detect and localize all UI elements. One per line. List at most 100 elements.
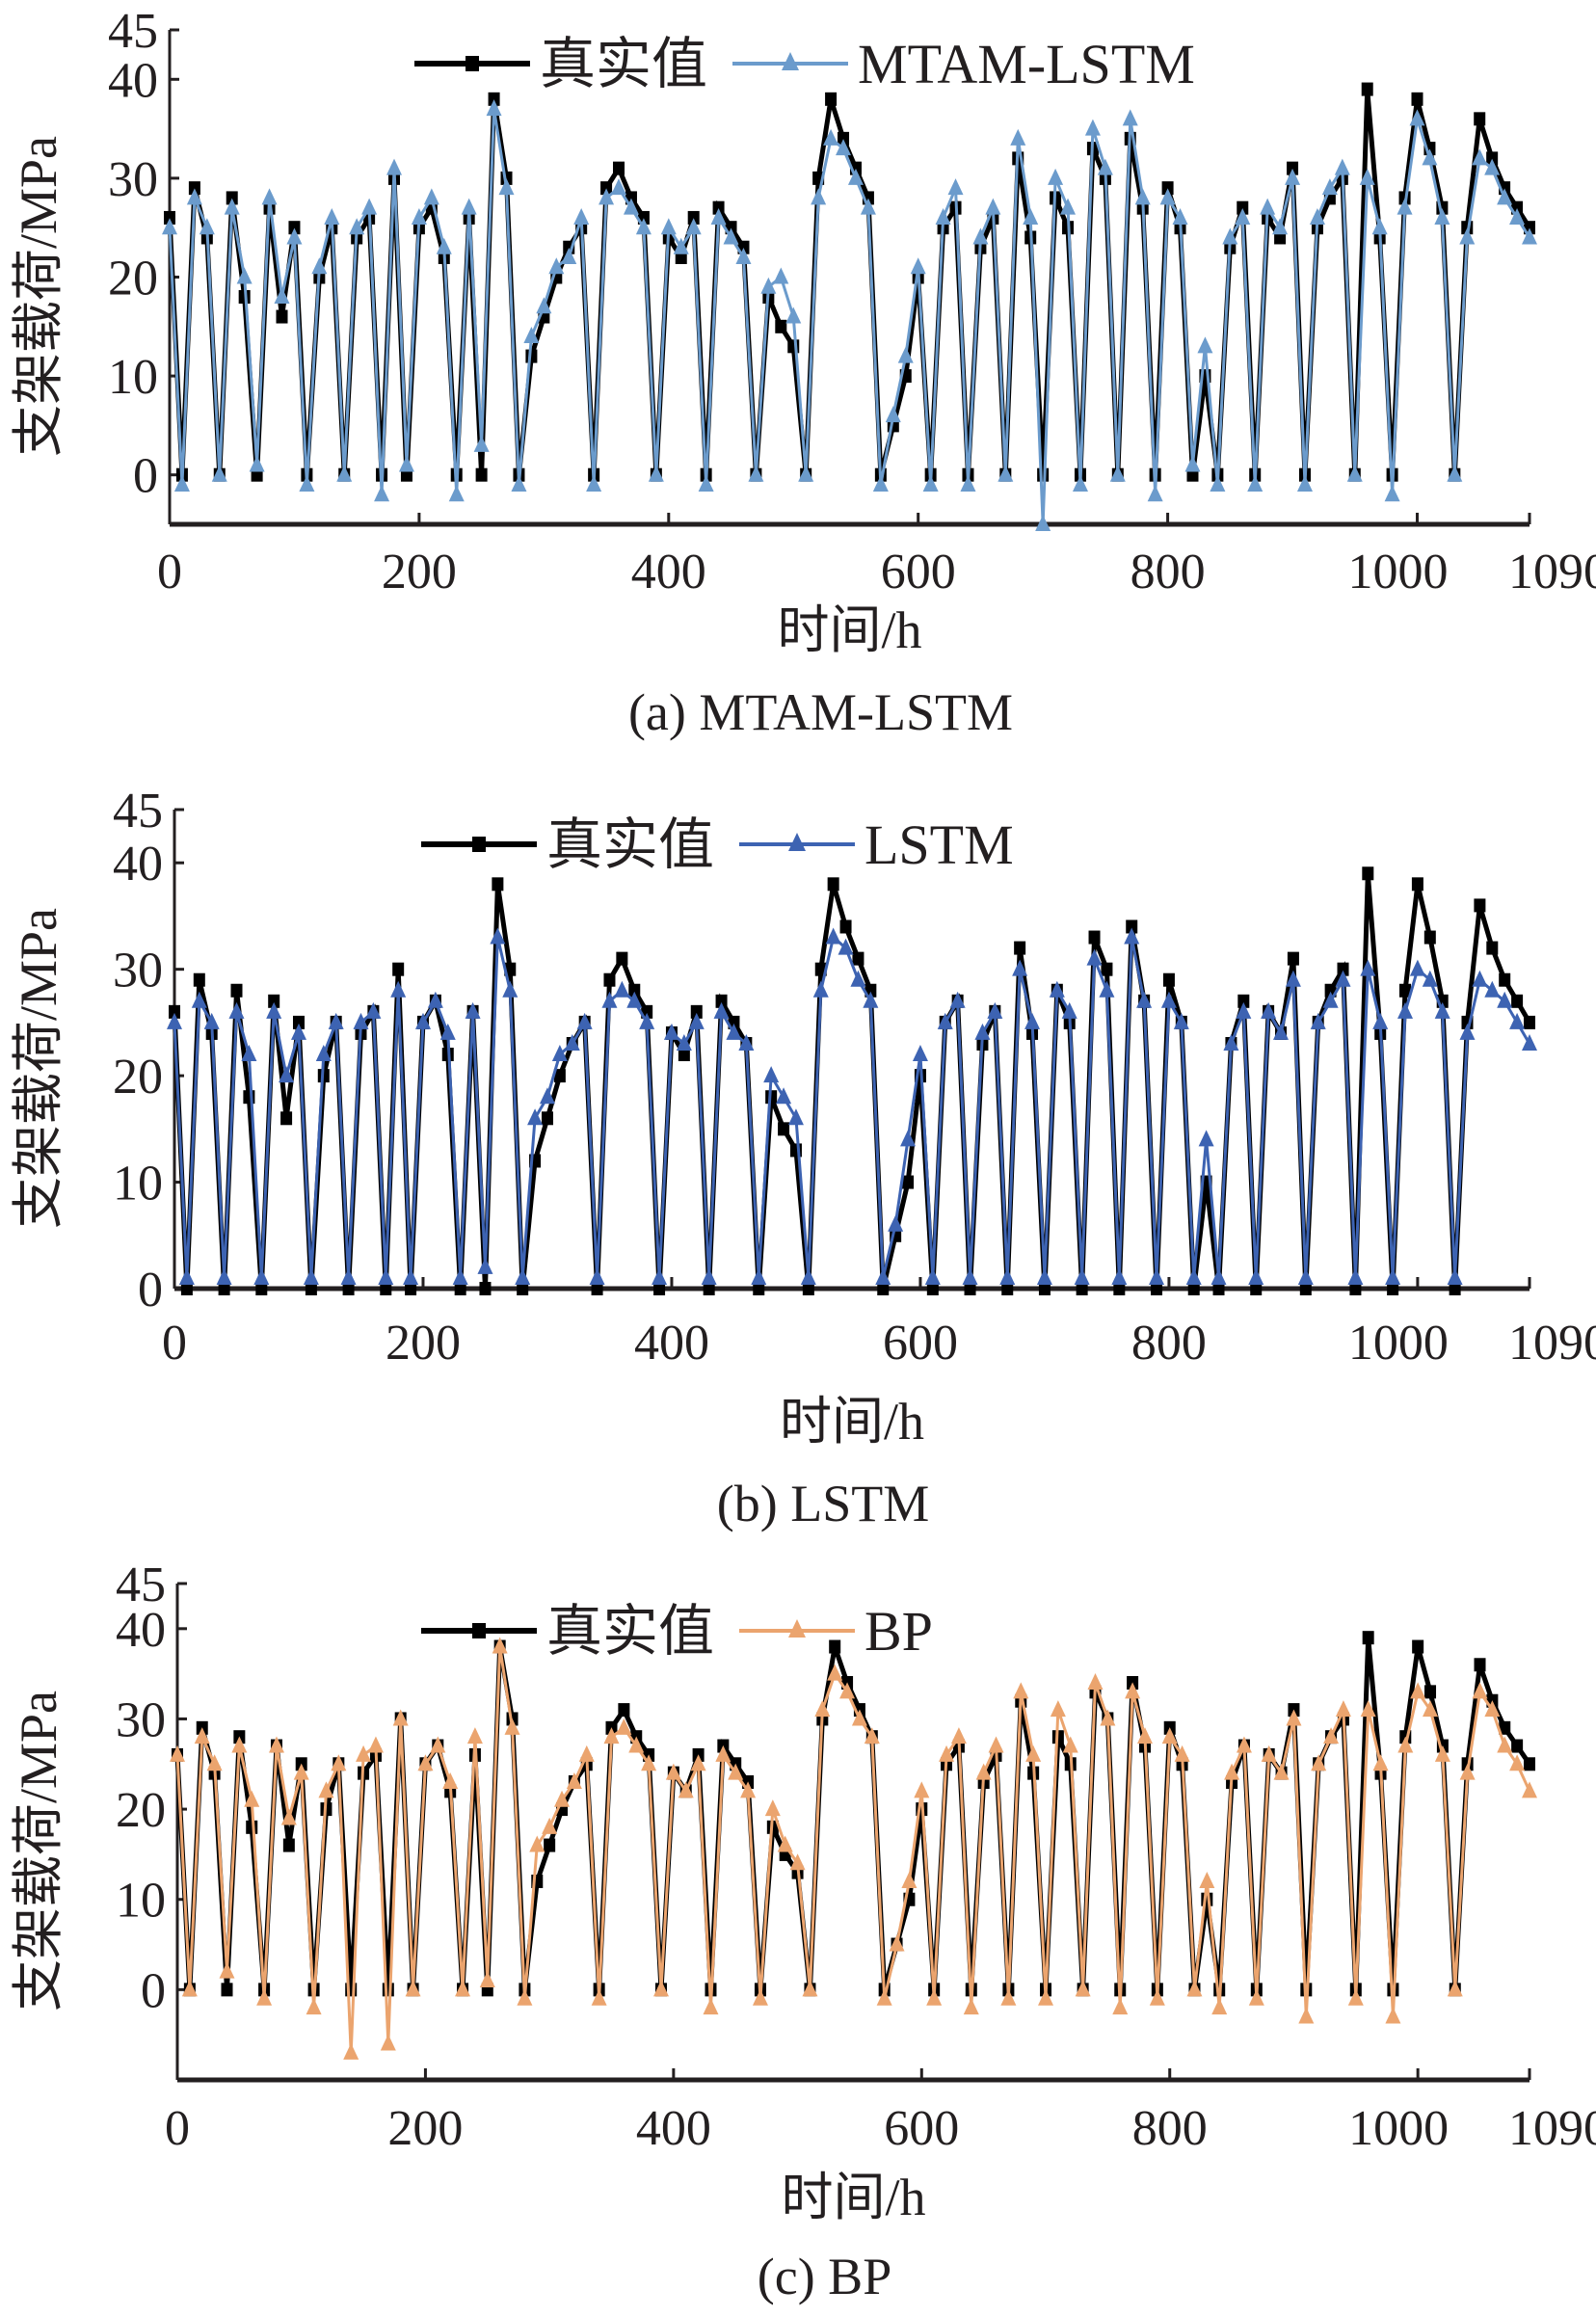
data-point-triangle: [748, 465, 764, 482]
x-tick-label: 1090: [1508, 2101, 1596, 2156]
data-point-triangle: [336, 465, 353, 482]
data-point-triangle: [386, 158, 403, 175]
data-point-triangle: [999, 1267, 1016, 1285]
data-point-square: [1076, 1282, 1088, 1295]
data-point-triangle: [1434, 1001, 1450, 1019]
data-point-triangle: [1124, 927, 1140, 945]
data-point-triangle: [1459, 1023, 1476, 1040]
data-point-triangle: [751, 1267, 767, 1285]
data-point-triangle: [290, 1023, 306, 1040]
legend-label: 真实值: [540, 33, 707, 95]
data-point-triangle: [539, 1087, 555, 1105]
data-point-triangle: [427, 991, 443, 1008]
data-point-triangle: [635, 218, 652, 235]
data-point-triangle: [889, 1934, 905, 1952]
data-point-triangle: [455, 1980, 471, 1997]
data-point-square: [221, 1983, 233, 1997]
data-point-triangle: [1236, 1736, 1252, 1753]
data-point-triangle: [1173, 1012, 1189, 1029]
legend-label: 真实值: [546, 1600, 714, 1663]
data-point-triangle: [715, 1744, 732, 1762]
data-point-triangle: [498, 178, 515, 196]
data-point-triangle: [1360, 1700, 1376, 1718]
data-point-triangle: [1522, 1033, 1537, 1051]
data-point-triangle: [1235, 207, 1251, 225]
data-point-square: [282, 1838, 295, 1852]
data-point-triangle: [701, 1267, 717, 1285]
data-point-triangle: [1396, 198, 1413, 215]
data-point-square: [193, 972, 205, 987]
y-axis-label: 支架载荷/MPa: [10, 908, 67, 1229]
data-point-square: [1014, 941, 1026, 955]
data-point-triangle: [1074, 1267, 1090, 1285]
data-point-square: [829, 1639, 841, 1654]
data-point-square: [276, 309, 288, 324]
data-point-triangle: [1112, 1998, 1129, 2015]
data-point-square: [1299, 1282, 1312, 1295]
y-tick-label: 40: [116, 1603, 166, 1658]
data-point-triangle: [1447, 465, 1463, 482]
data-point-triangle: [1261, 1001, 1277, 1019]
data-point-triangle: [777, 1835, 793, 1852]
x-tick-label: 400: [636, 2101, 711, 2156]
data-point-triangle: [181, 1980, 198, 1997]
data-point-triangle: [652, 1267, 668, 1285]
data-point-square: [544, 1838, 556, 1852]
x-axis-label: 时间/h: [781, 2169, 925, 2226]
data-point-triangle: [985, 198, 1001, 215]
legend-label: LSTM: [864, 813, 1014, 876]
legend-label: MTAM-LSTM: [858, 33, 1195, 95]
data-point-square: [1449, 1282, 1461, 1295]
data-point-triangle: [1447, 1980, 1463, 1997]
data-point-square: [778, 1122, 790, 1136]
data-point-triangle: [851, 1709, 867, 1726]
data-point-square: [1038, 1282, 1051, 1295]
data-point-triangle: [1075, 1980, 1091, 1997]
legend: 真实值 MTAM-LSTM: [414, 33, 1195, 95]
data-point-triangle: [527, 1108, 544, 1126]
data-point-triangle: [1285, 970, 1301, 987]
data-point-triangle: [279, 1066, 295, 1083]
data-point-triangle: [652, 1980, 669, 1997]
data-point-triangle: [436, 237, 452, 254]
data-point-triangle: [1497, 188, 1513, 205]
data-point-square: [1187, 1282, 1200, 1295]
data-point-square: [802, 1282, 814, 1295]
data-point-triangle: [1298, 2007, 1315, 2024]
legend-marker-square: [466, 56, 479, 71]
data-point-triangle: [1159, 188, 1176, 205]
data-point-square: [1362, 1631, 1374, 1645]
data-point-triangle: [785, 306, 802, 324]
data-point-triangle: [863, 991, 879, 1008]
data-point-triangle: [1372, 1012, 1389, 1029]
data-point-triangle: [591, 1988, 607, 2006]
data-point-triangle: [1038, 1988, 1054, 2006]
data-point-triangle: [1397, 1736, 1414, 1753]
data-point-triangle: [860, 198, 876, 215]
data-point-square: [1511, 994, 1524, 1008]
data-point-triangle: [1459, 1763, 1476, 1780]
data-point-triangle: [1136, 991, 1153, 1008]
data-point-square: [382, 1983, 394, 1997]
data-point-triangle: [998, 465, 1014, 482]
data-point-triangle: [1296, 474, 1313, 492]
data-point-triangle: [511, 474, 527, 492]
data-point-square: [541, 1111, 553, 1126]
data-point-square: [1349, 1282, 1362, 1295]
data-point-triangle: [216, 1267, 232, 1285]
data-point-triangle: [315, 1045, 332, 1062]
data-point-triangle: [678, 1781, 694, 1798]
data-point-square: [715, 994, 728, 1008]
legend: 真实值 BP: [421, 1600, 933, 1663]
data-point-square: [902, 1175, 915, 1189]
data-point-square: [230, 983, 243, 998]
data-point-triangle: [872, 474, 889, 492]
x-tick-label: 600: [881, 545, 956, 599]
data-point-triangle: [1223, 1033, 1239, 1051]
data-point-square: [964, 1282, 976, 1295]
legend-marker-triangle: [788, 833, 806, 851]
data-point-triangle: [1322, 991, 1339, 1008]
